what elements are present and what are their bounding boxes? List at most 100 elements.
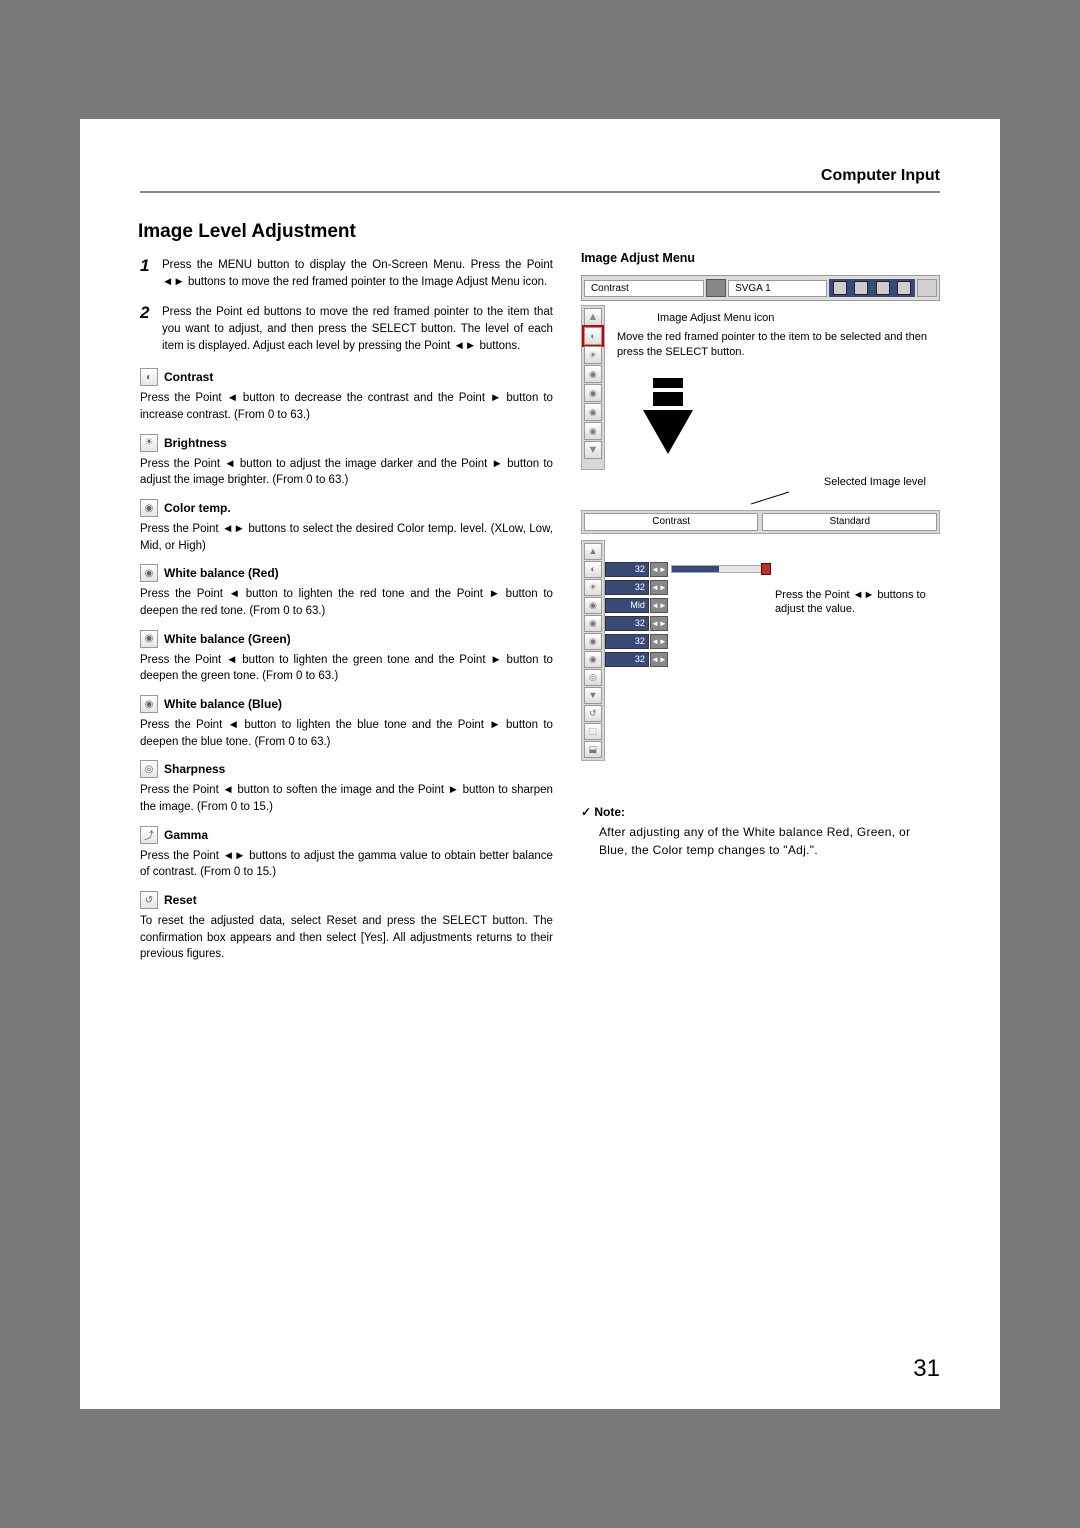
item-header: ↺Reset [140, 891, 553, 909]
right-column: Image Adjust Menu Contrast SVGA 1 ▲◐☀◉◉◉… [581, 221, 940, 973]
strip-cell: ☀ [584, 579, 602, 596]
arrows-icon: ◄► [650, 616, 668, 631]
strip-cell: ◐ [584, 327, 602, 345]
strip-cell: ◎ [584, 669, 602, 686]
value-row: 32◄► [605, 651, 767, 668]
icon-strip-1: ▲◐☀◉◉◉◉▼ [581, 305, 605, 470]
item-icon: ◐ [140, 368, 158, 386]
step-number: 2 [140, 304, 154, 354]
item-title: Color temp. [164, 501, 231, 515]
strip-cell: ☀ [584, 346, 602, 364]
strip-cell: ⬓ [584, 741, 602, 758]
item-header: ◉ White balance (Blue) [140, 695, 553, 713]
item-title: White balance (Blue) [164, 697, 282, 711]
selected-left: Contrast [584, 513, 759, 531]
arrows-icon: ◄► [650, 634, 668, 649]
annotation-area: Image Adjust Menu icon Move the red fram… [605, 305, 940, 470]
item-icon: ◉ [140, 695, 158, 713]
item-title: White balance (Green) [164, 632, 291, 646]
menubar-label: Contrast [584, 280, 704, 297]
strip-cell: ⬚ [584, 723, 602, 740]
item-text: Press the Point ◄► buttons to adjust the… [140, 848, 553, 881]
value-row: Mid◄► [605, 597, 767, 614]
adjustment-item: ◐ Contrast Press the Point ◄ button to dec… [140, 368, 553, 423]
note-block: Note: After adjusting any of the White b… [581, 805, 940, 860]
strip-cell: ▲ [584, 543, 602, 560]
step-text: Press the MENU button to display the On-… [162, 257, 553, 290]
item-icon: ◉ [140, 564, 158, 582]
item-header: ⤴Gamma [140, 826, 553, 844]
strip-cell: ◉ [584, 422, 602, 440]
svga-label: SVGA 1 [728, 280, 827, 297]
item-icon: ◉ [140, 499, 158, 517]
value-box: 32 [605, 634, 649, 649]
press-note: Press the Point ◄► buttons to adjust the… [775, 588, 936, 618]
item-header: ◉ Color temp. [140, 499, 553, 517]
menu-title: Image Adjust Menu [581, 251, 940, 265]
value-box: Mid [605, 598, 649, 613]
adjustment-item: ◎SharpnessPress the Point ◄ button to so… [140, 760, 553, 815]
strip-cell: ◉ [584, 403, 602, 421]
menu-bar: Contrast SVGA 1 [581, 275, 940, 301]
strip-cell: ↺ [584, 705, 602, 722]
value-box: 32 [605, 616, 649, 631]
value-row: 32◄► [605, 615, 767, 632]
arrows-icon: ◄► [650, 562, 668, 577]
strip-cell: ◉ [584, 365, 602, 383]
step-number: 1 [140, 257, 154, 290]
value-row: 32◄► [605, 579, 767, 596]
item-icon: ◉ [140, 630, 158, 648]
item-header: ◉ White balance (Red) [140, 564, 553, 582]
item-title: Reset [164, 893, 197, 907]
value-row: 32◄► [605, 633, 767, 650]
strip-cell: ◐ [584, 561, 602, 578]
strip-cell: ◉ [584, 651, 602, 668]
adjustment-item: ◉White balance (Red)Press the Point ◄ bu… [140, 564, 553, 619]
step-1: 1 Press the MENU button to display the O… [140, 257, 553, 290]
selected-right: Standard [762, 513, 937, 531]
step-2: 2 Press the Point ed buttons to move the… [140, 304, 553, 354]
menubar-end-icon [917, 279, 937, 297]
arrows-icon: ◄► [650, 652, 668, 667]
value-row: 32◄► [605, 561, 767, 578]
adjustment-item: ↺Reset To reset the adjusted data, select… [140, 891, 553, 963]
value-rows: 32◄►32◄►Mid◄►32◄►32◄►32◄► [605, 540, 767, 761]
item-text: To reset the adjusted data, select Reset… [140, 913, 553, 963]
item-text: Press the Point ◄ button to lighten the … [140, 652, 553, 685]
left-column: Image Level Adjustment 1 Press the MENU … [140, 221, 553, 973]
annotation-icon-label: Image Adjust Menu icon [657, 311, 934, 326]
content-columns: Image Level Adjustment 1 Press the MENU … [140, 221, 940, 973]
value-bar [671, 565, 767, 573]
step-text: Press the Point ed buttons to move the r… [162, 304, 553, 354]
item-text: Press the Point ◄► buttons to select the… [140, 521, 553, 554]
adjustment-item: ◉ White balance (Green) Press the Point ◄ … [140, 630, 553, 685]
strip-cell: ◉ [584, 633, 602, 650]
item-title: Gamma [164, 828, 208, 842]
strip-cell: ◉ [584, 615, 602, 632]
strip-cell: ▲ [584, 308, 602, 326]
page-number: 31 [913, 1355, 940, 1383]
selected-row: Contrast Standard [581, 510, 940, 534]
menubar-icon [706, 279, 726, 297]
value-box: 32 [605, 562, 649, 577]
selected-level-label: Selected Image level [581, 476, 926, 488]
item-text: Press the Point ◄ button to lighten the … [140, 717, 553, 750]
icon-strip-2: ▲◐☀◉◉◉◉◎▼↺⬚⬓ [581, 540, 605, 761]
item-header: ◉ White balance (Green) [140, 630, 553, 648]
value-box: 32 [605, 652, 649, 667]
strip-cell: ◉ [584, 597, 602, 614]
item-text: Press the Point ◄ button to decrease the… [140, 390, 553, 423]
adjust-panel: ▲◐☀◉◉◉◉◎▼↺⬚⬓ 32◄►32◄►Mid◄►32◄►32◄►32◄► P… [581, 540, 940, 761]
adjustment-item: ◉ White balance (Blue) Press the Point ◄ b… [140, 695, 553, 750]
item-title: Contrast [164, 370, 213, 384]
adjustment-item: ☀BrightnessPress the Point ◄ button to a… [140, 434, 553, 489]
note-text: After adjusting any of the White balance… [581, 823, 940, 860]
item-text: Press the Point ◄ button to adjust the i… [140, 456, 553, 489]
strip-cell: ◉ [584, 384, 602, 402]
item-title: White balance (Red) [164, 566, 279, 580]
item-icon: ◎ [140, 760, 158, 778]
document-page: Computer Input Image Level Adjustment 1 … [80, 119, 1000, 1409]
strip-with-annotations: ▲◐☀◉◉◉◉▼ Image Adjust Menu icon Move the… [581, 305, 940, 470]
strip-cell: ▼ [584, 441, 602, 459]
items-list: ◐ Contrast Press the Point ◄ button to dec… [140, 368, 553, 963]
